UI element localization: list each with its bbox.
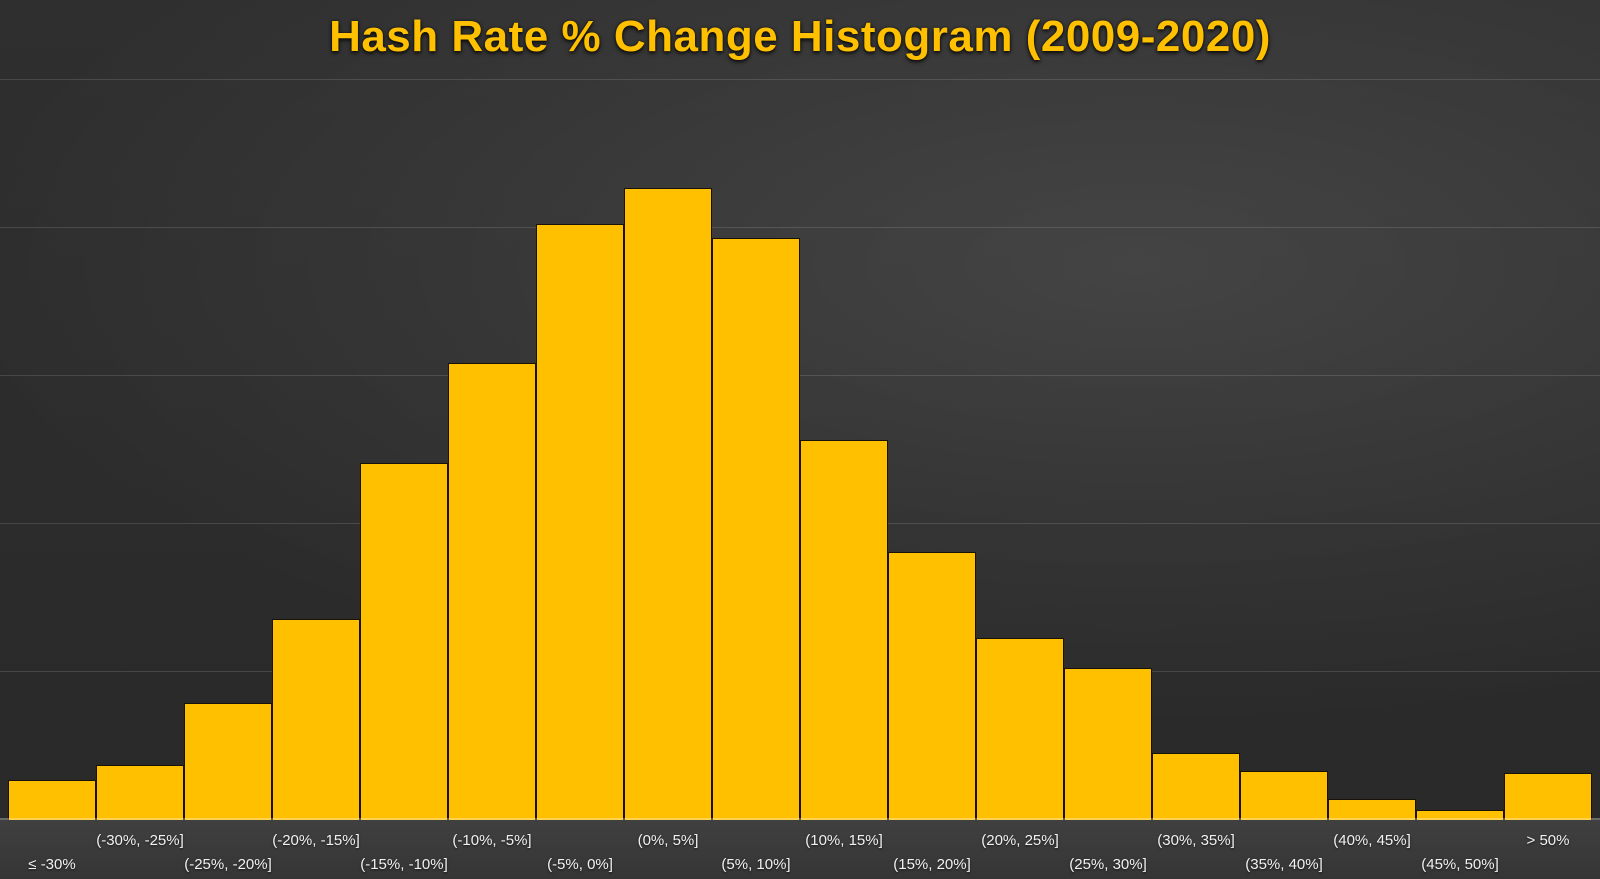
histogram-bar: [1240, 771, 1328, 820]
x-axis-label: (-20%, -15%]: [272, 832, 360, 849]
x-axis-label: (10%, 15%]: [805, 832, 883, 849]
x-axis-label: (-30%, -25%]: [96, 832, 184, 849]
x-axis-label: (-10%, -5%]: [452, 832, 532, 849]
histogram-bar: [888, 552, 976, 820]
histogram-bar: [536, 224, 624, 820]
histogram-bar: [1064, 668, 1152, 820]
histogram-bar: [1504, 773, 1592, 820]
x-axis-label-band: [0, 820, 1600, 879]
histogram-bar: [1328, 799, 1416, 820]
histogram-bar: [1416, 810, 1504, 820]
histogram-bar: [624, 188, 712, 820]
x-axis-label: (20%, 25%]: [981, 832, 1059, 849]
x-axis-label: (15%, 20%]: [893, 856, 971, 873]
x-axis-label: (25%, 30%]: [1069, 856, 1147, 873]
x-axis-label: (45%, 50%]: [1421, 856, 1499, 873]
histogram-bar: [1152, 753, 1240, 820]
gridline: [0, 375, 1600, 376]
x-axis-label: (-15%, -10%]: [360, 856, 448, 873]
histogram-bar: [96, 765, 184, 820]
gridline: [0, 227, 1600, 228]
x-axis-label: ≤ -30%: [28, 856, 76, 873]
histogram-bar: [800, 440, 888, 820]
histogram-bar: [8, 780, 96, 820]
histogram-bar: [184, 703, 272, 820]
histogram-bar: [272, 619, 360, 820]
page-title: Hash Rate % Change Histogram (2009-2020): [329, 12, 1271, 61]
x-axis-label: (30%, 35%]: [1157, 832, 1235, 849]
x-axis-label: (0%, 5%]: [637, 832, 699, 849]
x-axis-line: [0, 818, 1600, 820]
x-axis-label: > 50%: [1526, 832, 1570, 849]
histogram-bar: [712, 238, 800, 820]
histogram-bar: [976, 638, 1064, 820]
x-axis-label: (35%, 40%]: [1245, 856, 1323, 873]
x-axis-label: (-25%, -20%]: [184, 856, 272, 873]
histogram-bar: [360, 463, 448, 820]
gridline: [0, 79, 1600, 80]
histogram-bar: [448, 363, 536, 820]
x-axis-label: (40%, 45%]: [1333, 832, 1411, 849]
x-axis-label: (-5%, 0%]: [547, 856, 613, 873]
x-axis-label: (5%, 10%]: [721, 856, 791, 873]
